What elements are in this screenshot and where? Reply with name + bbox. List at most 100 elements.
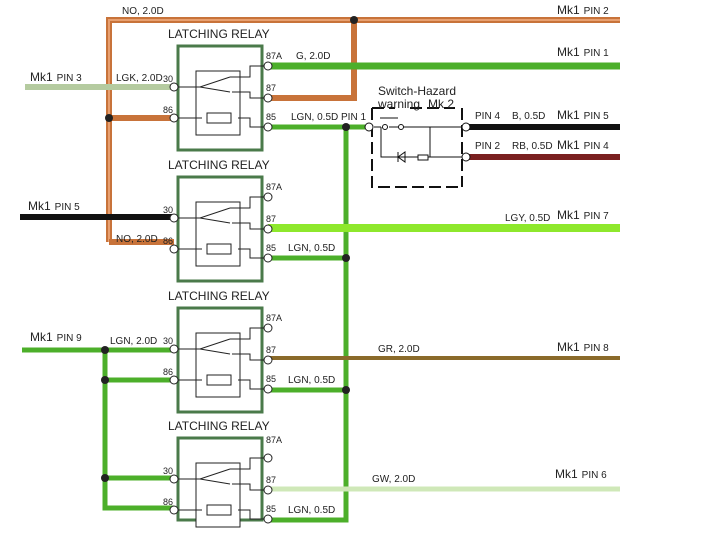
wire-no-top [106, 17, 620, 242]
pin-label-p87a: 87A [266, 313, 282, 323]
pin-label-p86: 86 [163, 367, 173, 377]
relay-switch [178, 196, 266, 259]
relay-title: LATCHING RELAY [168, 27, 270, 41]
connector-icon [461, 122, 471, 132]
connector-label-left: Mk1 PIN 5 [28, 199, 80, 213]
pin-connector-icon [169, 344, 179, 354]
pin-connector-icon [263, 453, 273, 463]
diode-icon [397, 151, 406, 163]
connector-label-right: Mk1 PIN 4 [557, 138, 609, 152]
pin-label-p87a: 87A [266, 182, 282, 192]
pin-label-p87a: 87A [266, 435, 282, 445]
pin-label-p85: 85 [266, 112, 276, 122]
label-g: G, 2.0D [296, 51, 330, 62]
junction-dot [101, 346, 109, 354]
connector-label-right: Mk1 PIN 2 [557, 3, 609, 17]
switch-subtitle: warning [377, 97, 420, 111]
pin-label-p86: 86 [163, 236, 173, 246]
junction-dot [342, 254, 350, 262]
pin-connector-icon [169, 474, 179, 484]
pin-connector-icon [263, 355, 273, 365]
label-b: B, 0.5D [512, 111, 545, 122]
pin-label-p87: 87 [266, 345, 276, 355]
label-pin1: PIN 1 [341, 112, 366, 123]
pin-connector-icon [169, 375, 179, 385]
connector-label-right: Mk1 PIN 8 [557, 340, 609, 354]
pin-label-p87: 87 [266, 475, 276, 485]
switch-title: Switch-Hazard [378, 84, 456, 98]
junctions [101, 16, 358, 482]
label-sw-pin2: PIN 2 [475, 141, 500, 152]
label-lgy: LGY, 0.5D [505, 213, 550, 224]
label-lgn-3: LGN, 0.5D [288, 375, 335, 386]
connector-label-right: Mk1 PIN 1 [557, 45, 609, 59]
label-lgn-in: LGN, 2.0D [110, 336, 157, 347]
relay-switch [178, 327, 266, 390]
latching-relay: LATCHING RELAY 30 86 87A 87 85 [163, 289, 282, 414]
connector-label-right: Mk1 PIN 5 [557, 108, 609, 122]
relay-coil-icon [206, 374, 232, 386]
lamp-icon [417, 154, 429, 161]
connector-label-right: Mk1 PIN 7 [557, 208, 609, 222]
label-lgn-1: LGN, 0.5D [291, 112, 338, 123]
junction-dot [350, 16, 358, 24]
relay-inner [195, 201, 241, 267]
junction-dot [342, 123, 350, 131]
pin-connector-icon [169, 213, 179, 223]
label-gr: GR, 2.0D [378, 344, 420, 355]
pin-label-p30: 30 [163, 336, 173, 346]
label-sw-pin4: PIN 4 [475, 111, 500, 122]
connector-label-left: Mk1 PIN 9 [30, 330, 82, 344]
pin-label-p30: 30 [163, 466, 173, 476]
wire-no-87 [268, 20, 357, 101]
pin-label-p86: 86 [163, 105, 173, 115]
junction-dot [101, 474, 109, 482]
label-no2: NO, 2.0D [116, 234, 158, 245]
pin-connector-icon [169, 82, 179, 92]
relay-coil-icon [206, 504, 232, 516]
pin-label-p87: 87 [266, 214, 276, 224]
pin-label-p86: 86 [163, 497, 173, 507]
junction-dot [342, 386, 350, 394]
pin-label-p87: 87 [266, 83, 276, 93]
pin-connector-icon [263, 253, 273, 263]
switch-mk: Mk 2 [428, 97, 454, 111]
pin-label-p85: 85 [266, 504, 276, 514]
pin-connector-icon [263, 384, 273, 394]
connector-label-left: Mk1 PIN 3 [30, 70, 82, 84]
pin-connector-icon [169, 505, 179, 515]
connector-icon [364, 122, 374, 132]
pin-connector-icon [263, 224, 273, 234]
pin-label-p30: 30 [163, 205, 173, 215]
label-rb: RB, 0.5D [512, 141, 553, 152]
pin-label-p85: 85 [266, 243, 276, 253]
switch-contact [374, 117, 462, 158]
pin-connector-icon [263, 323, 273, 333]
junction-dot [101, 376, 109, 384]
relay-title: LATCHING RELAY [168, 289, 270, 303]
relay-title: LATCHING RELAY [168, 158, 270, 172]
pin-label-p87a: 87A [266, 51, 282, 61]
relay-switch [178, 457, 266, 520]
wire-no-top-inner [108, 19, 620, 242]
pin-label-p85: 85 [266, 374, 276, 384]
latching-relay: LATCHING RELAY 30 86 87A 87 85 [163, 419, 282, 528]
relay-coil-icon [206, 112, 232, 124]
switch-dashed-box [371, 107, 463, 188]
label-lgn-2: LGN, 0.5D [288, 243, 335, 254]
pin-connector-icon [263, 192, 273, 202]
relay-inner [195, 332, 241, 398]
pin-connector-icon [263, 93, 273, 103]
relay-title: LATCHING RELAY [168, 419, 270, 433]
label-lgk: LGK, 2.0D [116, 73, 163, 84]
label-lgn-4: LGN, 0.5D [288, 505, 335, 516]
switch-hazard: Switch-Hazard warning Mk 2 [364, 84, 471, 188]
pin-connector-icon [263, 122, 273, 132]
junction-dot [105, 114, 113, 122]
wire-lgn-in [22, 347, 174, 511]
relay-inner [195, 462, 241, 528]
connector-icon [461, 152, 471, 162]
connector-label-right: Mk1 PIN 6 [555, 467, 607, 481]
